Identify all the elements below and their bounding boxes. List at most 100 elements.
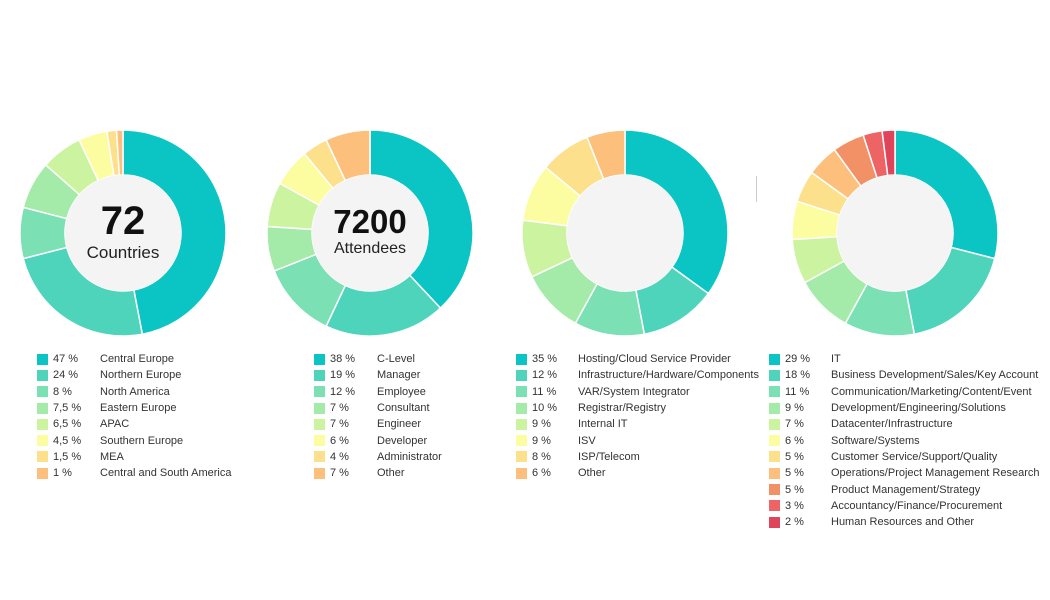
legend-label: IT (831, 353, 841, 366)
legend-item: 38 % C-Level (314, 351, 442, 367)
legend-swatch (769, 369, 780, 381)
legend-label: C-Level (377, 353, 415, 366)
legend-label: Infrastructure/Hardware/Components (578, 369, 759, 382)
legend-percent: 11 % (785, 385, 810, 398)
legend-item: 2 % Human Resources and Other (769, 514, 1040, 530)
legend-swatch (314, 369, 325, 381)
legend-percent: 2 % (785, 516, 804, 529)
legend-percent: 12 % (330, 385, 356, 398)
legend-item: 8 % ISP/Telecom (516, 449, 759, 465)
legend-label: Manager (377, 369, 421, 382)
legend-swatch (37, 467, 48, 479)
legend-swatch (37, 451, 48, 463)
legend-swatch (37, 435, 48, 447)
donut-hole (567, 175, 683, 291)
legend-item: 10 % Registrar/Registry (516, 400, 759, 416)
legend-percent: 3 % (785, 499, 804, 512)
legend-swatch (37, 353, 48, 365)
legend-item: 24 % Northern Europe (37, 367, 231, 383)
legend-swatch (516, 467, 527, 479)
legend-item: 3 % Accountancy/Finance/Procurement (769, 498, 1040, 514)
legend-item: 7 % Other (314, 465, 442, 481)
legend-percent: 11 % (532, 385, 557, 398)
legend-swatch (314, 386, 325, 398)
legend-percent: 1 % (53, 467, 72, 480)
legend: 47 % Central Europe 24 % Northern Europe 8 %… (37, 351, 231, 481)
legend-label: Consultant (377, 402, 430, 415)
legend-swatch (37, 402, 48, 414)
legend-swatch (516, 402, 527, 414)
legend-swatch (37, 369, 48, 381)
legend-item: 5 % Customer Service/Support/Quality (769, 449, 1040, 465)
legend-item: 7,5 % Eastern Europe (37, 400, 231, 416)
legend-label: Northern Europe (100, 369, 182, 382)
legend-item: 9 % Internal IT (516, 416, 759, 432)
legend-percent: 5 % (785, 483, 804, 496)
legend-label: VAR/System Integrator (578, 385, 690, 398)
legend-item: 5 % Product Management/Strategy (769, 481, 1040, 497)
legend-swatch (314, 451, 325, 463)
legend-percent: 6,5 % (53, 418, 82, 431)
legend-item: 12 % Infrastructure/Hardware/Components (516, 367, 759, 383)
legend-item: 6,5 % APAC (37, 416, 231, 432)
divider-line (756, 176, 757, 202)
legend-item: 9 % ISV (516, 432, 759, 448)
legend-item: 11 % VAR/System Integrator (516, 384, 759, 400)
legend-swatch (37, 386, 48, 398)
legend-label: Accountancy/Finance/Procurement (831, 499, 1003, 512)
legend-swatch (37, 418, 48, 430)
legend-label: Hosting/Cloud Service Provider (578, 353, 731, 366)
legend-label: Customer Service/Support/Quality (831, 450, 998, 463)
legend-label: Administrator (377, 450, 442, 463)
donut-hole (65, 175, 181, 291)
legend-label: MEA (100, 450, 124, 463)
legend-swatch (516, 386, 527, 398)
legend-item: 6 % Software/Systems (769, 432, 1040, 448)
legend-swatch (769, 500, 780, 512)
legend-percent: 12 % (532, 369, 558, 382)
legend-percent: 35 % (532, 353, 558, 366)
legend-label: Other (578, 467, 606, 480)
legend-label: APAC (100, 418, 130, 431)
legend-label: Business Development/Sales/Key Account (831, 369, 1039, 382)
legend-swatch (769, 353, 780, 365)
legend-percent: 8 % (532, 450, 551, 463)
legend-item: 9 % Development/Engineering/Solutions (769, 400, 1040, 416)
legend-swatch (516, 353, 527, 365)
legend-swatch (769, 467, 780, 479)
legend-percent: 18 % (785, 369, 811, 382)
legend-label: Employee (377, 385, 426, 398)
legend-item: 35 % Hosting/Cloud Service Provider (516, 351, 759, 367)
legend-label: Engineer (377, 418, 422, 431)
legend-swatch (769, 435, 780, 447)
legend-label: Operations/Project Management Research (831, 467, 1040, 480)
legend-label: Software/Systems (831, 434, 920, 447)
legend-item: 18 % Business Development/Sales/Key Accou… (769, 367, 1040, 383)
legend-percent: 6 % (330, 434, 349, 447)
legend-label: Datacenter/Infrastructure (831, 418, 953, 431)
legend-label: Central and South America (100, 467, 232, 480)
legend-label: Southern Europe (100, 434, 184, 447)
legend: 38 % C-Level 19 % Manager 12 % Employee 7 % Con… (314, 351, 442, 481)
legend-swatch (516, 369, 527, 381)
legend-item: 1 % Central and South America (37, 465, 231, 481)
legend-swatch (769, 418, 780, 430)
legend-percent: 47 % (53, 353, 79, 366)
donut-slice[interactable] (624, 129, 729, 295)
legend-swatch (314, 467, 325, 479)
legend-percent: 4,5 % (53, 434, 82, 447)
legend-swatch (516, 418, 527, 430)
legend-swatch (769, 484, 780, 496)
legend-percent: 7 % (785, 418, 804, 431)
legend-item: 29 % IT (769, 351, 1040, 367)
legend-swatch (516, 451, 527, 463)
legend-label: ISV (578, 434, 596, 447)
legend-percent: 9 % (785, 402, 804, 415)
legend-percent: 7 % (330, 418, 349, 431)
legend-label: Developer (377, 434, 428, 447)
legend-percent: 9 % (532, 434, 551, 447)
legend-label: Eastern Europe (100, 402, 177, 415)
legend-percent: 19 % (330, 369, 356, 382)
legend-swatch (769, 516, 780, 528)
legend-label: Other (377, 467, 405, 480)
